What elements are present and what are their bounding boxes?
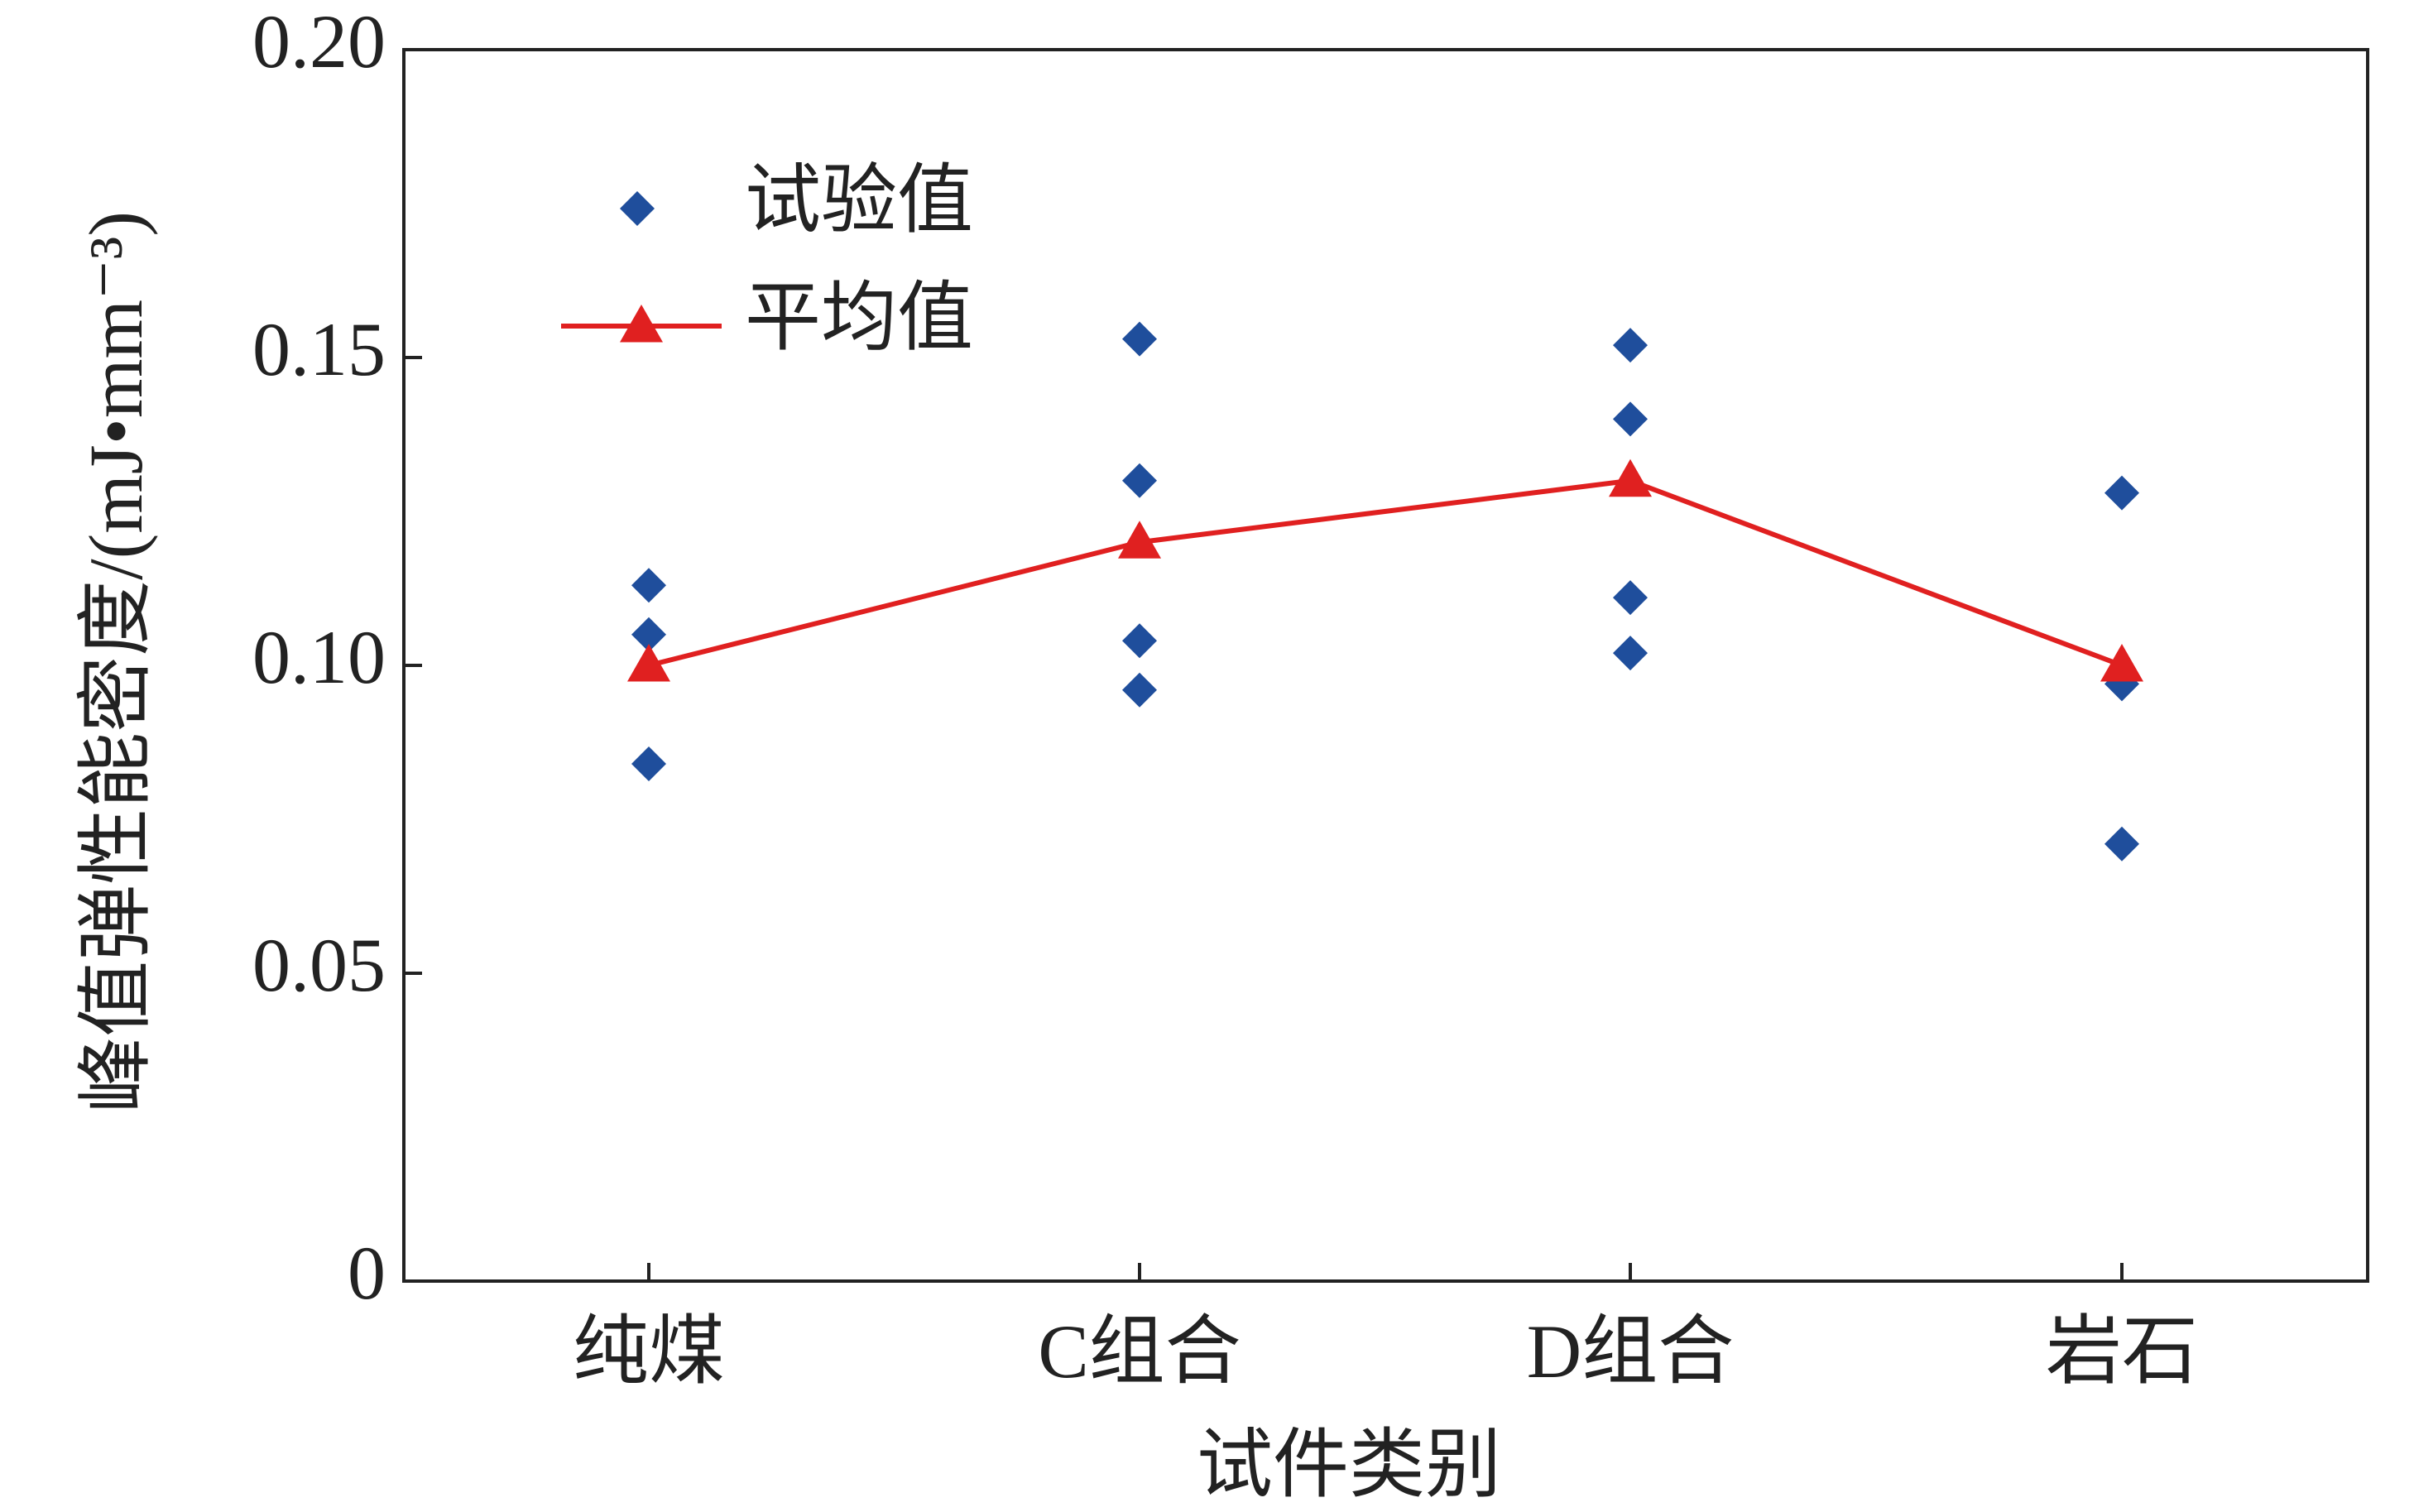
data-point [1122,463,1157,498]
data-point [1122,672,1157,708]
line-marker [1118,521,1161,559]
data-point [631,568,666,603]
data-point [2104,475,2139,511]
line [648,478,2124,668]
x-tick-label: C组合 [1038,1309,1241,1394]
y-tick-label: 0.20 [252,0,386,84]
x-tick-label: 岩石 [2046,1309,2198,1394]
legend-label: 试验值 [745,158,973,242]
x-axis-label: 试件类别 [1197,1423,1501,1507]
y-tick-label: 0.10 [252,615,386,699]
y-tick-label: 0.15 [252,307,386,391]
data-point [1613,636,1648,671]
legend-label: 平均值 [745,276,973,360]
data-point [631,617,666,652]
y-tick-label: 0.05 [252,923,386,1007]
data-point [1122,321,1157,357]
line-marker [627,644,670,682]
data-point [1613,580,1648,616]
plot-frame [402,48,2369,1283]
x-tick-label: 纯煤 [573,1309,725,1394]
legend-marker [620,305,663,343]
data-point [631,746,666,782]
data-point [2104,826,2139,862]
data-point [1613,328,1648,363]
x-tick-label: D组合 [1527,1309,1734,1394]
data-point [1122,623,1157,659]
data-point [1613,401,1648,437]
line-marker [2100,644,2143,682]
legend-marker [620,191,655,226]
line-marker [1609,458,1652,497]
y-axis-label: 峰值弹性能密度/(mJ•mm⁻³) [74,211,158,1113]
y-tick-label: 0 [348,1231,386,1315]
